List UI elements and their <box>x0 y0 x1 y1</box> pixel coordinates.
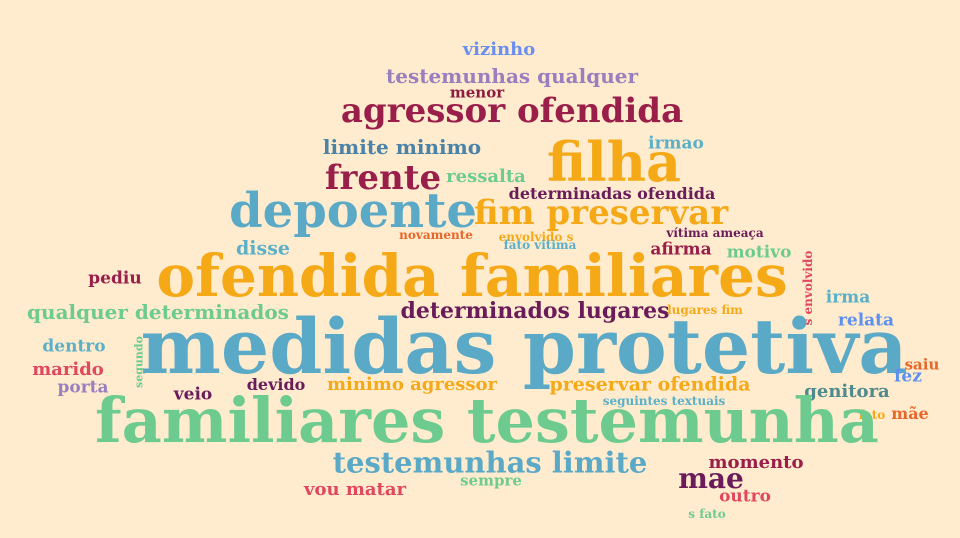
word-envolvido-s: envolvido s <box>498 230 574 244</box>
word-vou-matar: vou matar <box>304 479 406 500</box>
word-ressalta: ressalta <box>446 166 526 187</box>
word-genitora: genitora <box>804 381 890 402</box>
word-pediu: pediu <box>88 268 142 289</box>
word-marido: marido <box>32 359 104 380</box>
word-porta: porta <box>57 377 109 398</box>
word-mae-accent: mãe <box>891 404 929 423</box>
word-fato: fato <box>858 408 886 422</box>
word-lugares-fim: lugares fim <box>667 303 743 317</box>
word-devido: devido <box>246 375 306 394</box>
word-veio: veio <box>173 384 213 405</box>
word-determinados-lugares: determinados lugares <box>400 298 670 324</box>
word-outro: outro <box>719 486 771 507</box>
word-minimo-agressor: minimo agressor <box>326 374 498 395</box>
word-dentro: dentro <box>42 336 106 357</box>
word-saiu: saiu <box>904 355 940 374</box>
word-momento: momento <box>708 452 804 473</box>
word-afirma: afirma <box>650 239 712 260</box>
word-testemunhas-limite: testemunhas limite <box>332 445 648 480</box>
word-seguintes-textuais: seguintes textuais <box>602 394 726 408</box>
word-vitima-ameaca: vítima ameaça <box>666 226 764 240</box>
word-sempre: sempre <box>460 471 522 490</box>
word-preservar-ofendida: preservar ofendida <box>549 373 751 396</box>
word-fato-vitima: fato vitima <box>503 238 577 252</box>
word-limite-minimo: limite minimo <box>322 135 482 159</box>
word-motivo: motivo <box>726 242 792 263</box>
word-fim-preservar: fim preservar <box>473 193 729 233</box>
word-qualquer-determinados: qualquer determinados <box>27 300 289 324</box>
word-irmao: irmao <box>648 133 704 154</box>
word-testemunhas-qualquer: testemunhas qualquer <box>385 64 639 88</box>
word-irma: irma <box>825 287 871 308</box>
word-filha: filha <box>546 130 682 194</box>
word-fez: fez <box>894 366 922 387</box>
word-s-fato: s fato <box>688 507 726 521</box>
word-mae: mae <box>678 462 744 495</box>
word-novamente: novamente <box>399 228 473 242</box>
word-medidas-protetiva: medidas protetiva <box>140 302 908 391</box>
word-familiares-testemunha: familiares testemunha <box>95 384 879 457</box>
word-relata: relata <box>837 310 895 331</box>
word-vizinho: vizinho <box>462 39 536 60</box>
word-agressor-ofendida: agressor ofendida <box>340 91 684 131</box>
word-frente: frente <box>324 158 442 198</box>
word-ofendida-familiares: ofendida familiares <box>156 242 788 310</box>
word-determinadas-ofendida: determinadas ofendida <box>508 184 716 203</box>
word-disse: disse <box>236 237 290 260</box>
word-depoente: depoente <box>229 183 477 239</box>
word-menor: menor <box>449 83 505 102</box>
